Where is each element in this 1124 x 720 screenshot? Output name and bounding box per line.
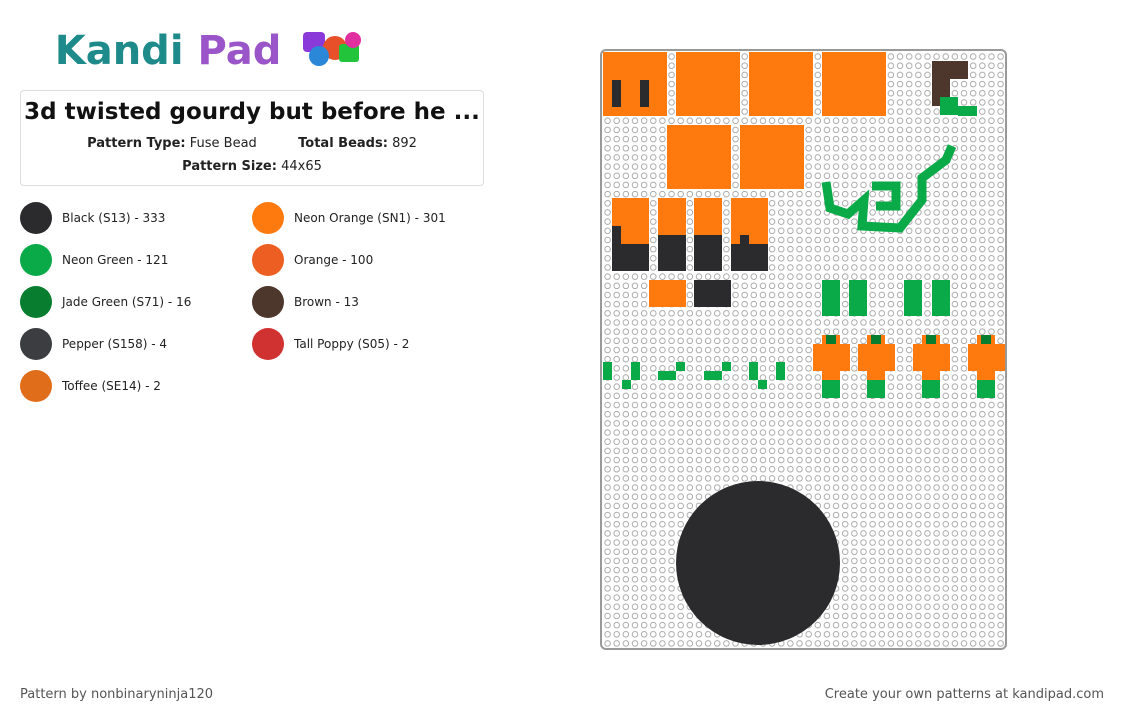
value: Fuse Bead xyxy=(189,136,257,151)
logo[interactable]: Kandi Pad xyxy=(0,26,420,74)
color-swatch xyxy=(20,370,52,402)
color-swatch xyxy=(252,244,284,276)
detail-row: Pattern Size: 44x65 xyxy=(21,159,483,174)
color-swatch xyxy=(252,202,284,234)
color-swatch xyxy=(20,328,52,360)
color-label: Black (S13) - 333 xyxy=(62,211,166,225)
color-label: Brown - 13 xyxy=(294,295,359,309)
color-swatch xyxy=(252,328,284,360)
color-swatch xyxy=(20,202,52,234)
logo-kandi: Kandi xyxy=(54,28,184,74)
site-link[interactable]: Create your own patterns at kandipad.com xyxy=(824,687,1104,702)
color-swatch xyxy=(20,286,52,318)
color-swatch xyxy=(20,244,52,276)
label: Pattern Size: xyxy=(182,159,277,174)
color-label: Jade Green (S71) - 16 xyxy=(62,295,192,309)
credit: Pattern by nonbinaryninja120 xyxy=(20,687,214,702)
color-label: Neon Orange (SN1) - 301 xyxy=(294,211,446,225)
detail-row: Pattern Type: Fuse Bead Total Beads: 892 xyxy=(21,136,483,151)
label: Total Beads: xyxy=(298,136,388,151)
color-label: Pepper (S158) - 4 xyxy=(62,337,168,351)
value: 892 xyxy=(392,136,417,151)
logo-beads xyxy=(303,32,362,66)
logo-pad: Pad xyxy=(197,28,282,74)
color-swatch xyxy=(252,286,284,318)
bead-board xyxy=(600,49,1007,650)
info-card: 3d twisted gourdy but before he ... Patt… xyxy=(20,90,484,186)
label: Pattern Type: xyxy=(87,136,186,151)
value: 44x65 xyxy=(281,159,322,174)
color-label: Orange - 100 xyxy=(294,253,374,267)
color-label: Neon Green - 121 xyxy=(62,253,169,267)
color-label: Toffee (SE14) - 2 xyxy=(62,379,161,393)
color-label: Tall Poppy (S05) - 2 xyxy=(294,337,410,351)
pattern-title: 3d twisted gourdy but before he ... xyxy=(24,99,480,125)
